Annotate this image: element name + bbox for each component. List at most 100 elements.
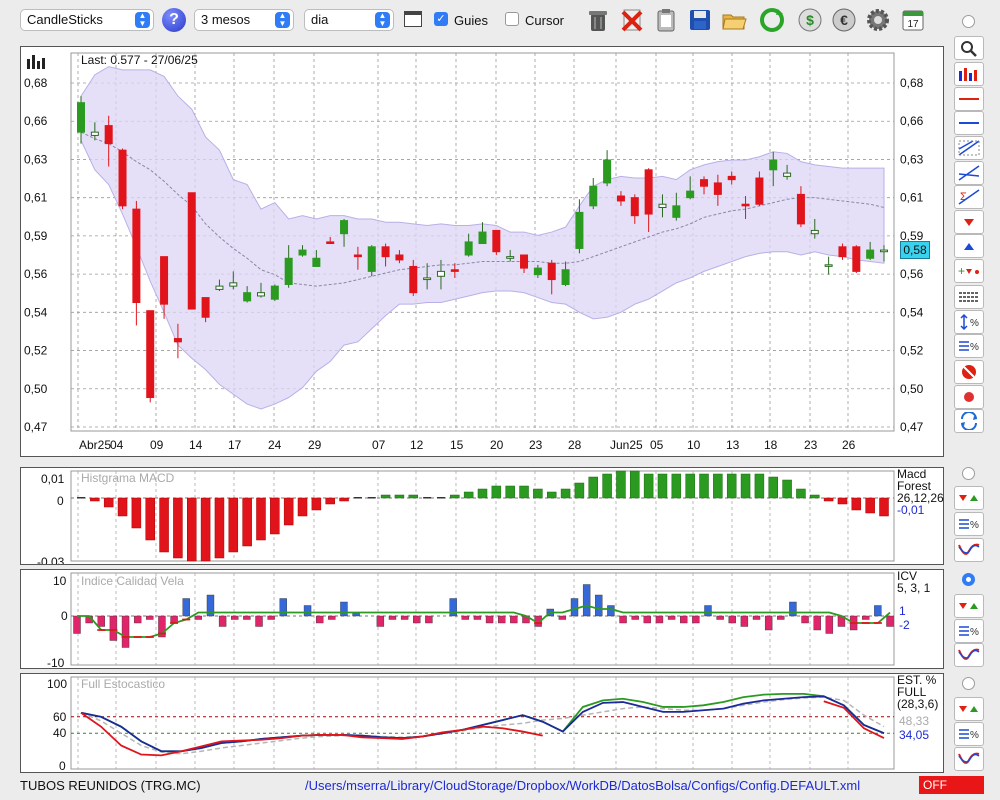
macd-panel-radio[interactable] xyxy=(962,467,975,480)
lines-percent-button[interactable]: % xyxy=(954,334,984,358)
trendline-tool-button[interactable] xyxy=(954,161,984,185)
macd-panel[interactable]: 0,01 0 -0,03 Histgrama MACD Macd Forest 26… xyxy=(20,467,944,565)
lines-percent-icon: % xyxy=(959,341,979,353)
horizontal-line-blue-button[interactable] xyxy=(954,111,984,135)
main-panel-radio[interactable] xyxy=(962,15,975,28)
help-button[interactable]: ? xyxy=(162,8,186,32)
macd-bar xyxy=(879,497,889,517)
period-select[interactable]: 3 mesos ▲ ▼ xyxy=(194,9,294,31)
candle-body xyxy=(880,249,888,253)
candle-body xyxy=(783,172,792,177)
zoom-button[interactable] xyxy=(954,36,984,60)
y-tick-right: 0,50 xyxy=(900,382,924,396)
candle-body xyxy=(201,297,210,318)
calendar-icon[interactable]: 17 xyxy=(899,6,927,34)
icv-curve-button[interactable] xyxy=(954,643,984,667)
candle-body xyxy=(146,310,155,399)
macd-bar xyxy=(297,497,308,517)
icv-bar xyxy=(218,615,227,627)
y-tick-left: 0,68 xyxy=(24,76,48,90)
guides-checkbox[interactable]: ✓ xyxy=(434,12,448,26)
channel-tool-button[interactable] xyxy=(954,136,984,160)
icv-bar xyxy=(813,615,821,631)
off-toggle[interactable]: OFF xyxy=(919,776,984,794)
macd-bar xyxy=(671,473,682,499)
fibonacci-tool-button[interactable]: Σ xyxy=(954,185,984,209)
interval-select[interactable]: dia ▲ ▼ xyxy=(304,9,394,31)
candle-body xyxy=(547,262,556,281)
icv-signals-button[interactable] xyxy=(954,594,984,618)
chevron-updown-icon: ▲ ▼ xyxy=(135,12,150,28)
icv-panel-radio[interactable] xyxy=(962,573,975,586)
icv-bar xyxy=(692,615,700,624)
x-tick-label: 29 xyxy=(308,438,322,452)
macd-bar xyxy=(588,476,599,499)
bollinger-middle xyxy=(80,131,885,287)
lines-percent-icon: % xyxy=(959,729,979,741)
euro-coin-icon[interactable]: € xyxy=(830,6,858,34)
stochastic-panel[interactable]: 100 60 40 0 Full Estocastico EST. % FULL (2… xyxy=(20,673,944,773)
grid-lines-button[interactable] xyxy=(954,285,984,309)
x-tick-label: 12 xyxy=(410,438,424,452)
clipboard-icon[interactable] xyxy=(652,6,680,34)
candle-body xyxy=(256,292,265,297)
down-arrow-tool-button[interactable] xyxy=(954,210,984,234)
swap-button[interactable] xyxy=(954,409,984,433)
candle-body xyxy=(506,256,515,259)
stoch-curve-button[interactable] xyxy=(954,747,984,771)
icv-bar xyxy=(133,615,142,624)
dollar-update-icon[interactable]: $ xyxy=(796,6,824,34)
chart-type-select[interactable]: CandleSticks ▲ ▼ xyxy=(20,9,154,31)
signals-icon: + xyxy=(958,264,979,278)
main-chart-panel[interactable]: 0,68 0,68 0,66 0,66 0,63 0,63 0,61 0,61 0,59 0,59… xyxy=(20,46,944,500)
blue-up-arrow-icon xyxy=(964,243,974,250)
icv-chart[interactable]: 10 0 -10 xyxy=(21,570,943,668)
macd-bar xyxy=(145,497,155,541)
y-tick-right: 0,47 xyxy=(900,420,924,434)
macd-signals-button[interactable] xyxy=(954,486,984,510)
config-path-link[interactable]: /Users/mserra/Library/CloudStorage/Dropb… xyxy=(305,778,861,793)
macd-lines-percent-button[interactable]: % xyxy=(954,512,984,536)
stoch-lines-percent-button[interactable]: % xyxy=(954,722,984,746)
macd-bar xyxy=(159,497,169,553)
icv-params: 5, 3, 1 xyxy=(897,581,931,595)
candlestick-chart[interactable]: 0,68 0,68 0,66 0,66 0,63 0,63 0,61 0,61 0,59 0,59… xyxy=(21,47,943,456)
folder-open-icon[interactable] xyxy=(720,6,748,34)
macd-curve-button[interactable] xyxy=(954,538,984,562)
no-entry-button[interactable] xyxy=(954,360,984,384)
refresh-icon[interactable] xyxy=(758,6,786,34)
record-button[interactable] xyxy=(954,385,984,409)
macd-params: 26,12,26 xyxy=(897,491,944,505)
scale-percent-icon: % xyxy=(960,313,979,331)
save-icon[interactable] xyxy=(686,6,714,34)
icv-bar xyxy=(194,615,203,620)
chart-window-button[interactable] xyxy=(404,11,422,27)
stochastic-chart[interactable]: 100 60 40 0 xyxy=(21,674,943,772)
up-arrow-tool-button[interactable] xyxy=(954,234,984,258)
icv-bar xyxy=(680,615,688,624)
stoch-signals-button[interactable] xyxy=(954,697,984,721)
icv-lines-percent-button[interactable]: % xyxy=(954,619,984,643)
trash-icon[interactable] xyxy=(584,6,612,34)
scale-percent-button[interactable]: % xyxy=(954,310,984,334)
candle-body xyxy=(852,246,861,272)
stoch-params: (28,3,6) xyxy=(897,697,939,711)
icv-panel[interactable]: 10 0 -10 Indice Calidad Vela ICV 5, 3, 1 1… xyxy=(20,569,944,669)
volume-profile-button[interactable] xyxy=(954,62,984,86)
macd-label-2: Forest xyxy=(897,479,932,493)
icv-bar xyxy=(777,615,785,620)
horizontal-line-red-button[interactable] xyxy=(954,87,984,111)
candle-body xyxy=(700,179,709,187)
signals-tool-button[interactable]: + xyxy=(954,259,984,283)
y-tick-right: 0,66 xyxy=(900,114,924,128)
cursor-checkbox[interactable] xyxy=(505,12,519,26)
icv-bar xyxy=(279,598,287,617)
macd-bar xyxy=(754,473,765,499)
delete-doc-icon[interactable] xyxy=(618,6,646,34)
gear-icon[interactable] xyxy=(864,6,892,34)
icv-bar xyxy=(510,615,518,624)
stoch-panel-radio[interactable] xyxy=(962,677,975,690)
x-tick-label: 13 xyxy=(726,438,740,452)
macd-histogram-chart[interactable]: 0,01 0 -0,03 xyxy=(21,468,943,564)
macd-title: Histgrama MACD xyxy=(81,471,175,485)
